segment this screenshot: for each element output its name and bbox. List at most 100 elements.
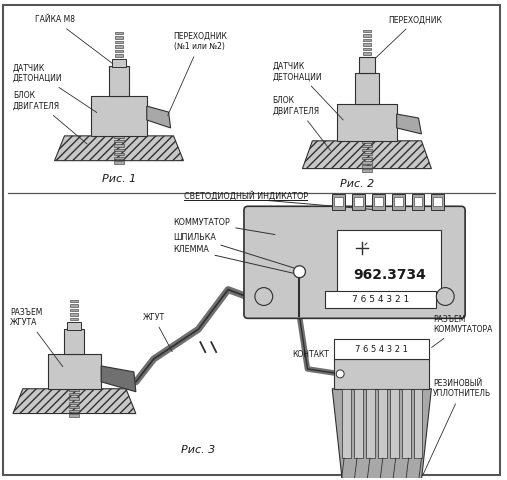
Text: 962.3734: 962.3734 [353, 268, 426, 282]
Text: ГАЙКА М8: ГАЙКА М8 [34, 15, 121, 70]
Bar [91, 96, 147, 136]
Polygon shape [303, 141, 431, 168]
Bar [115, 41, 123, 43]
Bar [114, 144, 124, 147]
Text: 7 6 5 4 3 2 1: 7 6 5 4 3 2 1 [355, 345, 408, 354]
Bar [334, 359, 429, 389]
Circle shape [437, 288, 454, 305]
Polygon shape [147, 106, 170, 128]
Bar [114, 153, 124, 155]
Bar [372, 194, 385, 210]
Text: КЛЕММА: КЛЕММА [173, 245, 293, 273]
Bar [392, 194, 405, 210]
Bar [366, 389, 375, 458]
Bar [70, 313, 79, 316]
Bar [363, 52, 371, 55]
Bar [362, 157, 372, 159]
Bar [115, 36, 123, 39]
Polygon shape [13, 389, 136, 414]
Polygon shape [55, 136, 184, 161]
Bar [325, 290, 437, 309]
FancyBboxPatch shape [244, 206, 465, 318]
Bar [378, 389, 387, 458]
Bar [69, 401, 79, 404]
Bar [362, 145, 372, 147]
Bar [114, 157, 124, 159]
Bar [332, 194, 345, 210]
Bar [362, 153, 372, 156]
Bar [362, 161, 372, 164]
Bar [362, 169, 372, 172]
Text: ПЕРЕХОДНИК: ПЕРЕХОДНИК [374, 15, 443, 60]
Bar [115, 49, 123, 52]
Bar [334, 339, 429, 359]
Text: КОММУТАТОР: КОММУТАТОР [173, 217, 275, 235]
Bar [433, 197, 442, 206]
Bar [402, 389, 411, 458]
Bar [70, 309, 79, 311]
Bar [362, 166, 372, 168]
Text: 7 6 5 4 3 2 1: 7 6 5 4 3 2 1 [352, 295, 410, 304]
Bar [334, 197, 343, 206]
Bar [112, 59, 126, 68]
Bar [342, 389, 351, 458]
Bar [114, 140, 124, 143]
Text: ПЕРЕХОДНИК
(№1 или №2): ПЕРЕХОДНИК (№1 или №2) [168, 32, 228, 116]
Text: ШПИЛЬКА: ШПИЛЬКА [173, 232, 294, 268]
Bar [69, 406, 79, 408]
Text: ЖГУТ: ЖГУТ [142, 313, 172, 351]
Circle shape [336, 370, 344, 378]
Bar [115, 32, 123, 34]
Bar [363, 30, 371, 32]
Text: ДАТЧИК
ДЕТОНАЦИИ: ДАТЧИК ДЕТОНАЦИИ [13, 64, 97, 112]
Bar [69, 389, 79, 391]
Bar [362, 149, 372, 151]
Text: КОНТАКТ: КОНТАКТ [293, 349, 330, 364]
Bar [64, 329, 84, 354]
Bar [48, 354, 101, 389]
Bar [359, 57, 375, 73]
Bar [114, 149, 124, 151]
Text: ДАТЧИК
ДЕТОНАЦИИ: ДАТЧИК ДЕТОНАЦИИ [273, 62, 343, 120]
Bar [390, 389, 399, 458]
Bar [115, 54, 123, 57]
Bar [363, 39, 371, 41]
Bar [337, 104, 396, 141]
Bar [362, 141, 372, 143]
Bar [431, 194, 444, 210]
Text: СВЕТОДИОДНЫЙ ИНДИКАТОР: СВЕТОДИОДНЫЙ ИНДИКАТОР [184, 191, 308, 200]
Bar [115, 45, 123, 48]
Bar [70, 300, 79, 302]
Circle shape [294, 266, 305, 278]
Bar [414, 197, 422, 206]
Bar [354, 197, 363, 206]
Text: Рис. 2: Рис. 2 [340, 179, 374, 189]
Bar [67, 322, 81, 330]
Text: БЛОК
ДВИГАТЕЛЯ: БЛОК ДВИГАТЕЛЯ [13, 92, 87, 144]
Text: Рис. 1: Рис. 1 [102, 174, 136, 183]
Text: РАЗЪЕМ
ЖГУТА: РАЗЪЕМ ЖГУТА [10, 308, 63, 367]
Bar [109, 66, 129, 96]
Text: БЛОК
ДВИГАТЕЛЯ: БЛОК ДВИГАТЕЛЯ [273, 96, 331, 151]
Bar [69, 393, 79, 396]
Bar [363, 48, 371, 50]
Bar [354, 389, 363, 458]
Bar [69, 414, 79, 417]
Text: РЕЗИНОВЫЙ
УПЛОТНИТЕЛЬ: РЕЗИНОВЫЙ УПЛОТНИТЕЛЬ [423, 379, 491, 476]
Bar [394, 197, 403, 206]
Bar [412, 194, 424, 210]
Text: РАЗЪЕМ
КОММУТАТОРА: РАЗЪЕМ КОММУТАТОРА [431, 314, 493, 348]
Bar [70, 304, 79, 307]
Bar [70, 318, 79, 320]
Bar [355, 73, 379, 104]
Bar [114, 161, 124, 164]
Bar [374, 197, 383, 206]
Circle shape [255, 288, 273, 305]
Bar [337, 230, 441, 295]
Text: Рис. 3: Рис. 3 [181, 445, 215, 455]
Bar [69, 397, 79, 399]
Bar [414, 389, 422, 458]
Polygon shape [332, 389, 431, 480]
Bar [69, 410, 79, 412]
Bar [363, 34, 371, 36]
